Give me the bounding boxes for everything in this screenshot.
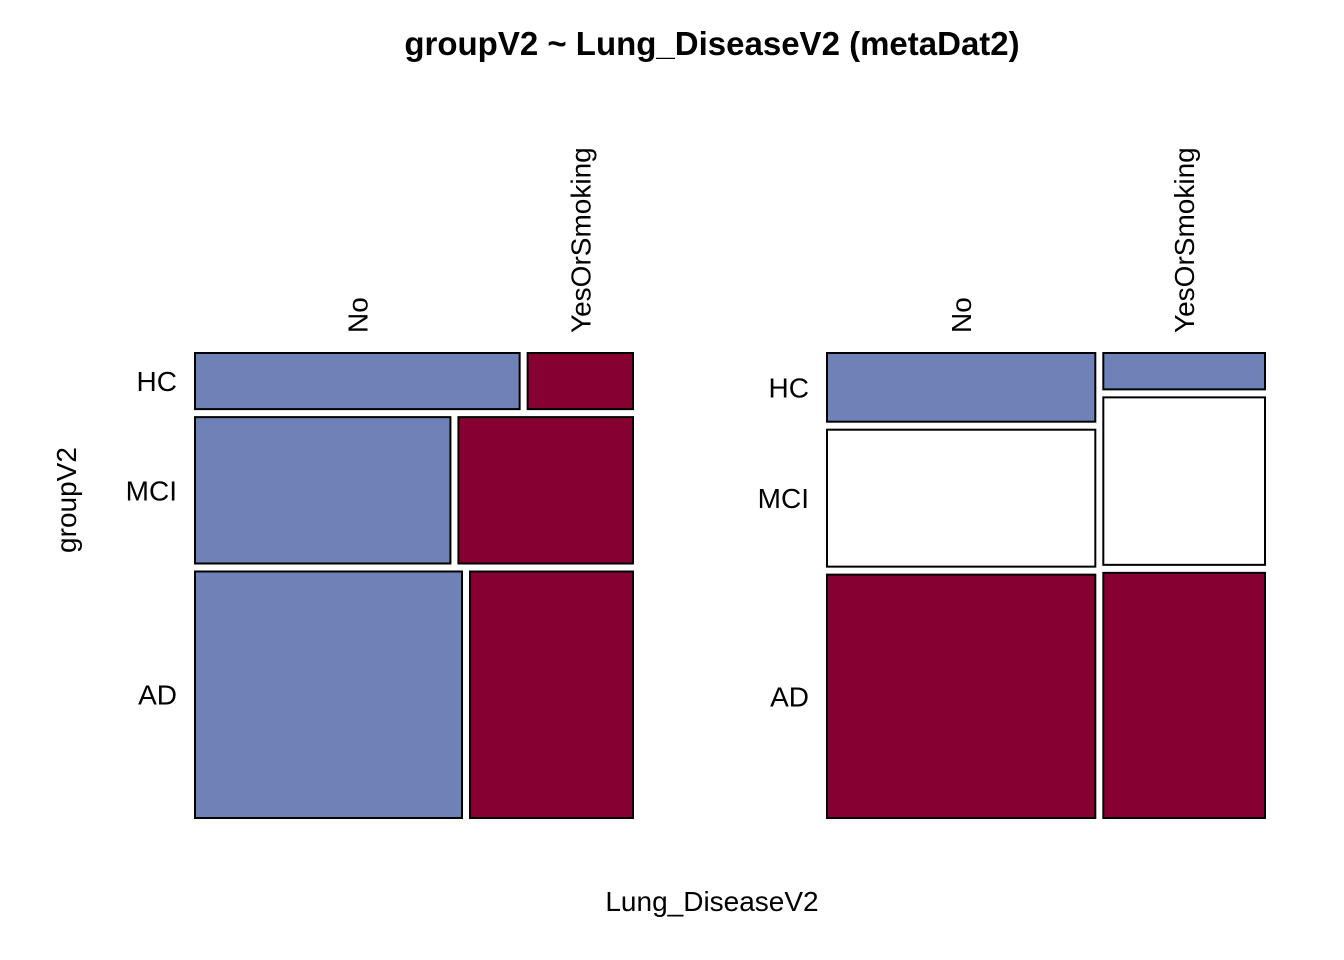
tile-ad-yesorsmoking xyxy=(469,570,634,820)
tile-mci-no xyxy=(194,416,452,565)
y-axis-label: groupV2 xyxy=(51,447,82,553)
row-label-mci: MCI xyxy=(126,475,177,506)
tile-mci-no xyxy=(826,428,1097,568)
row-label-hc: HC xyxy=(769,372,809,403)
col-label-no: No xyxy=(342,297,373,333)
row-label-hc: HC xyxy=(137,366,177,397)
tile-ad-no xyxy=(194,570,464,820)
mosaic-panel-1: HC MCI AD No YesOrSmoking xyxy=(126,147,635,820)
chart-title: groupV2 ~ Lung_DiseaseV2 (metaDat2) xyxy=(404,25,1019,62)
mosaic-panels: HC MCI AD No YesOrSmoking No YesOrSmoking HC MCI… xyxy=(126,147,1266,820)
tile-hc-yesorsmoking xyxy=(526,352,635,411)
row-label-ad: AD xyxy=(770,681,809,712)
tile-hc-no xyxy=(826,352,1097,423)
tile-hc-yesorsmoking xyxy=(1102,352,1266,391)
tile-mci-yesorsmoking xyxy=(1102,396,1266,566)
x-axis-label: Lung_DiseaseV2 xyxy=(605,886,818,917)
row-label-mci: MCI xyxy=(758,483,809,514)
tile-ad-yesorsmoking xyxy=(1102,571,1266,820)
tile-mci-yesorsmoking xyxy=(457,416,635,565)
row-label-ad: AD xyxy=(138,680,177,711)
col-label-yesorsmoking: YesOrSmoking xyxy=(1169,147,1200,333)
tile-ad-no xyxy=(826,573,1097,820)
col-label-yesorsmoking: YesOrSmoking xyxy=(565,147,596,333)
tile-hc-no xyxy=(194,352,521,411)
mosaic-panel-2: No YesOrSmoking HC MCI AD xyxy=(758,147,1266,820)
col-label-no: No xyxy=(946,297,977,333)
